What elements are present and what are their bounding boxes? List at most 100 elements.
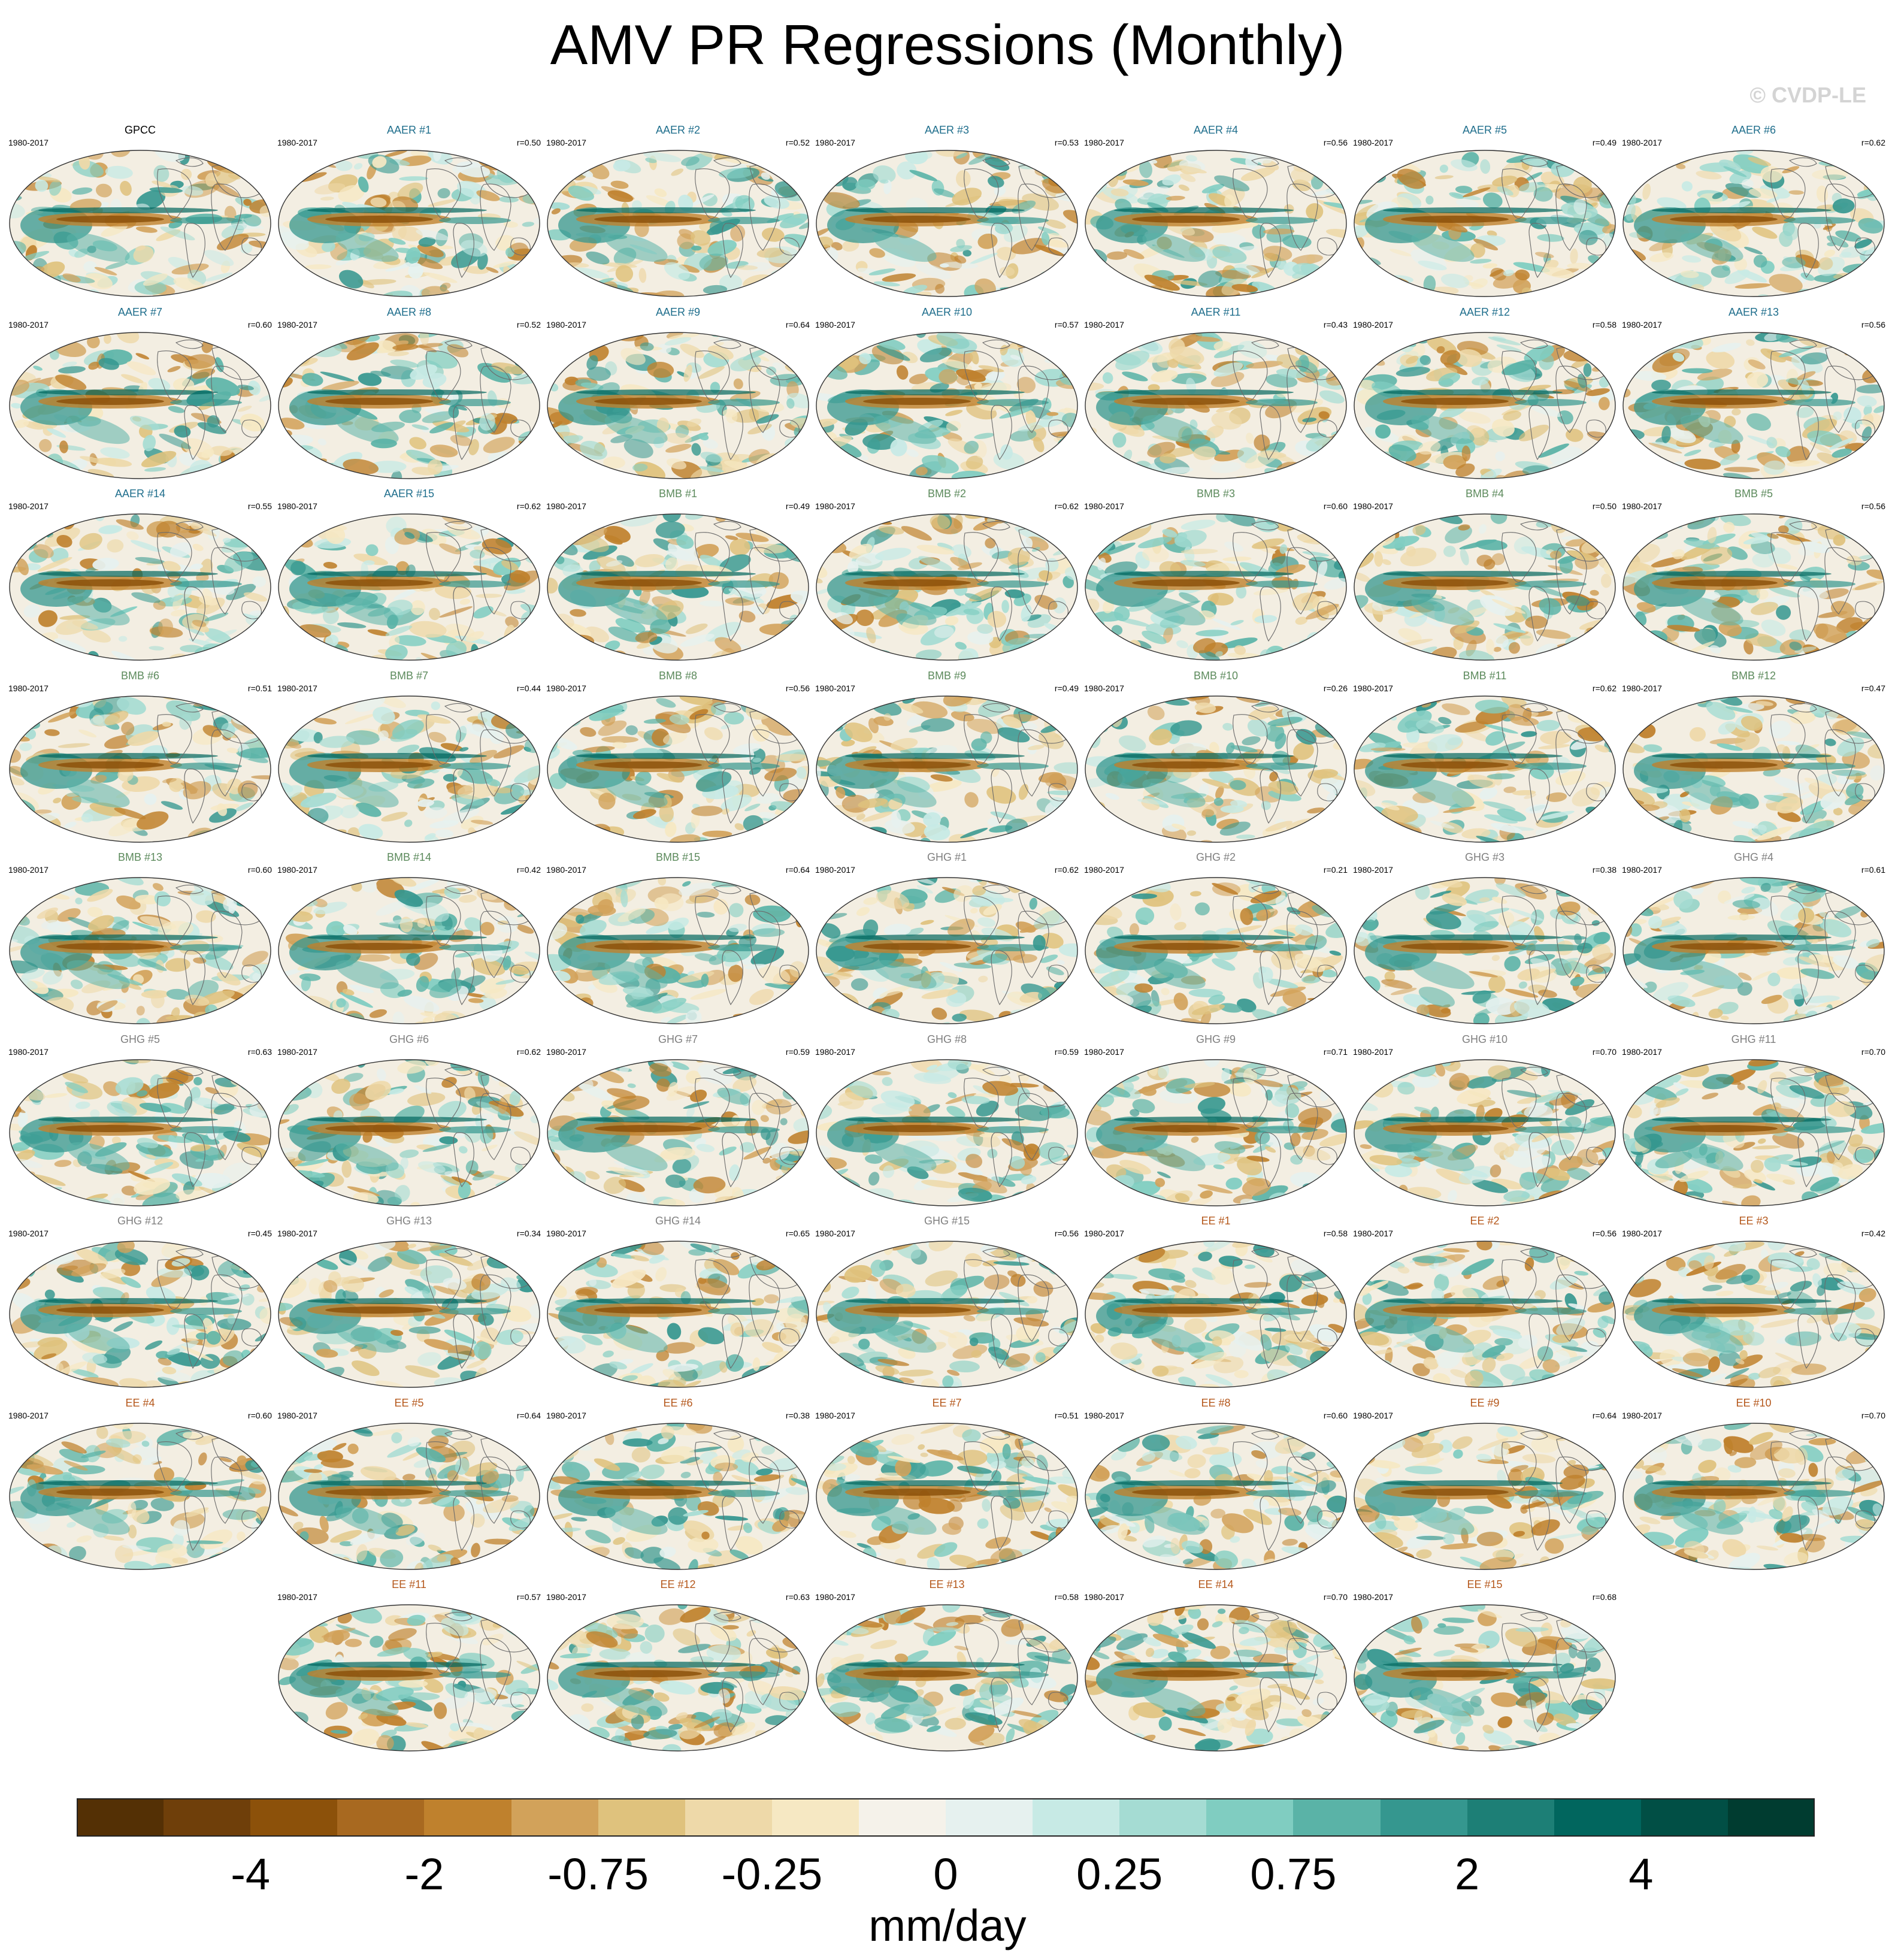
panel-correlation: r=0.56 (785, 683, 810, 693)
panel-title: GHG #7 (658, 1033, 698, 1045)
panel-title: EE #3 (1739, 1215, 1769, 1227)
map-field (547, 877, 809, 1024)
map-panel: BMB #10 1980-2017 r=0.26 (1084, 669, 1348, 844)
panel-years: 1980-2017 (1353, 1410, 1393, 1420)
colorbar-tick-label: 4 (1628, 1849, 1654, 1899)
panel-years: 1980-2017 (1353, 138, 1393, 147)
map-panel: AAER #7 1980-2017 r=0.60 (8, 306, 272, 480)
colorbar-swatch (1467, 1798, 1555, 1837)
panel-title: BMB #5 (1734, 488, 1773, 500)
panel-title: BMB #4 (1465, 488, 1505, 500)
map-field (816, 513, 1078, 661)
panel-title: BMB #15 (655, 851, 701, 863)
map-panel: AAER #2 1980-2017 r=0.52 (546, 123, 810, 298)
colorbar-swatch (164, 1798, 251, 1837)
map-panel: EE #12 1980-2017 r=0.63 (546, 1578, 810, 1753)
panel-correlation: r=0.49 (1054, 683, 1079, 693)
panel-title: GHG #13 (386, 1215, 432, 1227)
panel-title: GHG #6 (389, 1033, 429, 1045)
panel-title: AAER #6 (1731, 124, 1776, 136)
map-panel: EE #15 1980-2017 r=0.68 (1353, 1578, 1616, 1753)
colorbar-swatch (1119, 1798, 1207, 1837)
map-field (816, 877, 1078, 1024)
map-field (1085, 150, 1347, 297)
panel-correlation: r=0.38 (785, 1410, 810, 1420)
map-panel: EE #10 1980-2017 r=0.70 (1622, 1396, 1885, 1571)
map-panel: AAER #6 1980-2017 r=0.62 (1622, 123, 1885, 298)
panel-years: 1980-2017 (1084, 1592, 1124, 1602)
map-field (816, 695, 1078, 843)
map-field (816, 331, 1078, 479)
panel-title: EE #6 (663, 1396, 693, 1409)
panel-title: AAER #11 (1191, 306, 1241, 318)
map-field (547, 1241, 809, 1388)
panel-title: EE #2 (1470, 1215, 1500, 1227)
map-field (1085, 1604, 1347, 1752)
colorbar-swatch (424, 1798, 511, 1837)
panel-years: 1980-2017 (1353, 683, 1393, 693)
panel-correlation: r=0.68 (1592, 1592, 1616, 1602)
panel-correlation: r=0.62 (516, 1046, 541, 1057)
map-field (1354, 513, 1616, 661)
colorbar-tick-label: -2 (404, 1849, 444, 1899)
panel-correlation: r=0.49 (785, 501, 810, 511)
panel-correlation: r=0.56 (1592, 1229, 1616, 1238)
map-panel: EE #11 1980-2017 r=0.57 (277, 1578, 541, 1753)
panel-years: 1980-2017 (277, 319, 317, 329)
map-field (547, 331, 809, 479)
map-field (1354, 877, 1616, 1024)
map-panel: EE #4 1980-2017 r=0.60 (8, 1396, 272, 1571)
panel-years: 1980-2017 (8, 501, 49, 511)
panel-title: AAER #3 (924, 124, 970, 136)
map-field (9, 331, 271, 479)
panel-title: BMB #14 (386, 851, 432, 863)
panel-title: GHG #11 (1731, 1033, 1776, 1045)
panel-title: GHG #8 (927, 1033, 967, 1045)
map-field (278, 1604, 540, 1752)
map-panel: BMB #14 1980-2017 r=0.42 (277, 851, 541, 1026)
panel-correlation: r=0.62 (1592, 683, 1616, 693)
colorbar-tick-label: 0 (933, 1849, 958, 1899)
map-field (547, 1604, 809, 1752)
map-panel: AAER #14 1980-2017 r=0.55 (8, 487, 272, 662)
map-panel: EE #14 1980-2017 r=0.70 (1084, 1578, 1348, 1753)
map-panel: AAER #3 1980-2017 r=0.53 (815, 123, 1079, 298)
map-field (9, 695, 271, 843)
panel-correlation: r=0.64 (516, 1410, 541, 1420)
colorbar-tick-label: 0.75 (1250, 1849, 1337, 1899)
panel-correlation: r=0.44 (516, 683, 541, 693)
panel-years: 1980-2017 (815, 501, 855, 511)
panel-years: 1980-2017 (815, 319, 855, 329)
panel-correlation: r=0.38 (1592, 865, 1616, 875)
map-field (816, 150, 1078, 297)
map-field (547, 150, 809, 297)
panel-title: GHG #15 (924, 1215, 970, 1227)
map-panel: AAER #11 1980-2017 r=0.43 (1084, 306, 1348, 480)
panel-title: EE #12 (660, 1578, 696, 1590)
panel-correlation: r=0.60 (247, 865, 272, 875)
map-field (816, 1058, 1078, 1206)
colorbar-swatch (946, 1798, 1033, 1837)
panel-correlation: r=0.63 (785, 1592, 810, 1602)
panel-title: EE #14 (1198, 1578, 1234, 1590)
map-panel: BMB #8 1980-2017 r=0.56 (546, 669, 810, 844)
panel-years: 1980-2017 (815, 1046, 855, 1057)
map-panel: AAER #4 1980-2017 r=0.56 (1084, 123, 1348, 298)
panel-correlation: r=0.64 (785, 319, 810, 329)
map-field (816, 1422, 1078, 1570)
panel-title: EE #15 (1467, 1578, 1503, 1590)
watermark: © CVDP-LE (1749, 83, 1866, 107)
map-panel: AAER #1 1980-2017 r=0.50 (277, 123, 541, 298)
map-panel: BMB #7 1980-2017 r=0.44 (277, 669, 541, 844)
panel-correlation: r=0.65 (785, 1229, 810, 1238)
map-field (547, 1422, 809, 1570)
map-panel: AAER #5 1980-2017 r=0.49 (1353, 123, 1616, 298)
map-field (1354, 331, 1616, 479)
panel-years: 1980-2017 (8, 138, 49, 147)
map-field (278, 331, 540, 479)
map-panel: BMB #11 1980-2017 r=0.62 (1353, 669, 1616, 844)
panel-correlation: r=0.55 (247, 501, 272, 511)
panel-years: 1980-2017 (546, 501, 586, 511)
panel-years: 1980-2017 (1353, 501, 1393, 511)
panel-correlation: r=0.51 (1054, 1410, 1079, 1420)
